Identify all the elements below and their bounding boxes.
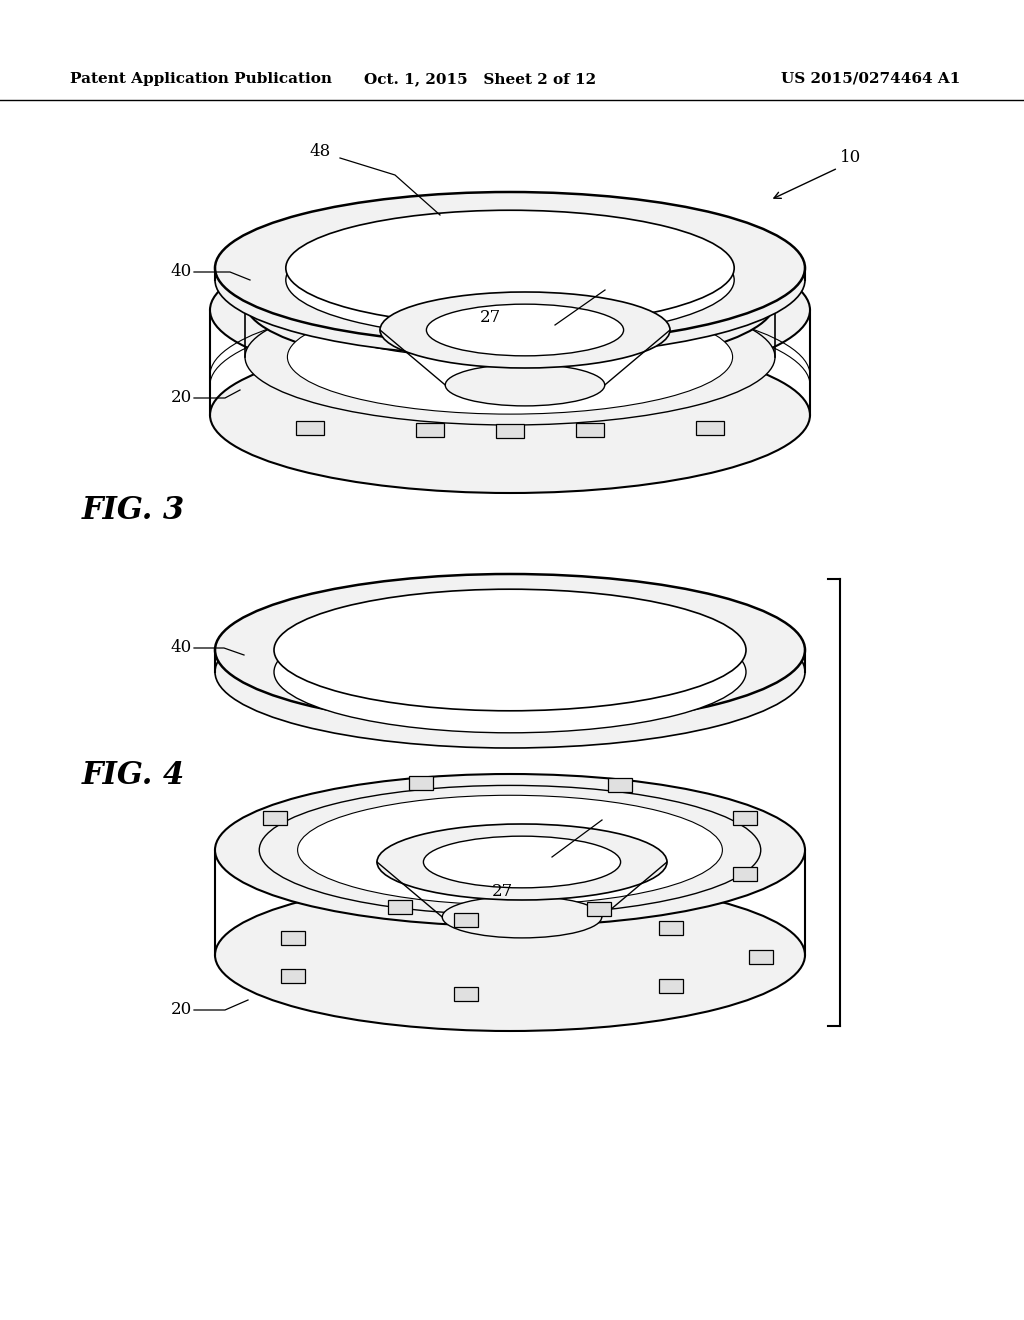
Ellipse shape: [298, 795, 722, 904]
Text: 20: 20: [171, 389, 193, 407]
Ellipse shape: [215, 574, 805, 726]
FancyBboxPatch shape: [281, 969, 305, 983]
FancyBboxPatch shape: [388, 900, 413, 913]
Text: US 2015/0274464 A1: US 2015/0274464 A1: [780, 73, 961, 86]
Ellipse shape: [288, 246, 732, 359]
FancyBboxPatch shape: [496, 424, 524, 438]
Ellipse shape: [215, 774, 805, 927]
Ellipse shape: [288, 300, 732, 414]
Ellipse shape: [426, 304, 624, 356]
Text: FIG. 4: FIG. 4: [82, 760, 185, 791]
Text: 40: 40: [171, 264, 193, 281]
FancyBboxPatch shape: [659, 979, 683, 993]
Text: Oct. 1, 2015   Sheet 2 of 12: Oct. 1, 2015 Sheet 2 of 12: [364, 73, 596, 86]
Ellipse shape: [377, 824, 667, 900]
FancyBboxPatch shape: [587, 902, 610, 916]
Text: FIG. 3: FIG. 3: [82, 495, 185, 525]
Ellipse shape: [215, 191, 805, 345]
FancyBboxPatch shape: [455, 912, 478, 927]
Ellipse shape: [286, 210, 734, 326]
FancyBboxPatch shape: [263, 810, 287, 825]
Ellipse shape: [215, 205, 805, 356]
FancyBboxPatch shape: [281, 931, 305, 945]
Ellipse shape: [215, 597, 805, 748]
FancyBboxPatch shape: [696, 421, 724, 434]
Ellipse shape: [215, 879, 805, 1031]
FancyBboxPatch shape: [659, 921, 683, 935]
FancyBboxPatch shape: [575, 424, 604, 437]
Text: 48: 48: [309, 144, 331, 161]
Text: Patent Application Publication: Patent Application Publication: [70, 73, 332, 86]
Ellipse shape: [286, 222, 734, 338]
FancyBboxPatch shape: [410, 776, 433, 791]
FancyBboxPatch shape: [416, 424, 444, 437]
Ellipse shape: [245, 234, 775, 370]
Text: 27: 27: [479, 309, 501, 326]
FancyBboxPatch shape: [455, 987, 478, 1002]
Ellipse shape: [442, 896, 602, 939]
FancyBboxPatch shape: [733, 810, 758, 825]
Ellipse shape: [245, 289, 775, 425]
Ellipse shape: [445, 364, 605, 407]
Text: 10: 10: [840, 149, 861, 166]
Ellipse shape: [274, 611, 746, 733]
FancyBboxPatch shape: [607, 779, 632, 792]
Ellipse shape: [380, 292, 670, 368]
Ellipse shape: [210, 232, 810, 388]
FancyBboxPatch shape: [296, 421, 324, 434]
Ellipse shape: [259, 785, 761, 915]
Ellipse shape: [210, 337, 810, 492]
Text: 27: 27: [492, 883, 513, 900]
Ellipse shape: [423, 836, 621, 888]
Text: 20: 20: [171, 1002, 193, 1019]
Ellipse shape: [274, 589, 746, 710]
FancyBboxPatch shape: [733, 867, 758, 882]
FancyBboxPatch shape: [749, 950, 773, 964]
Text: 40: 40: [171, 639, 193, 656]
